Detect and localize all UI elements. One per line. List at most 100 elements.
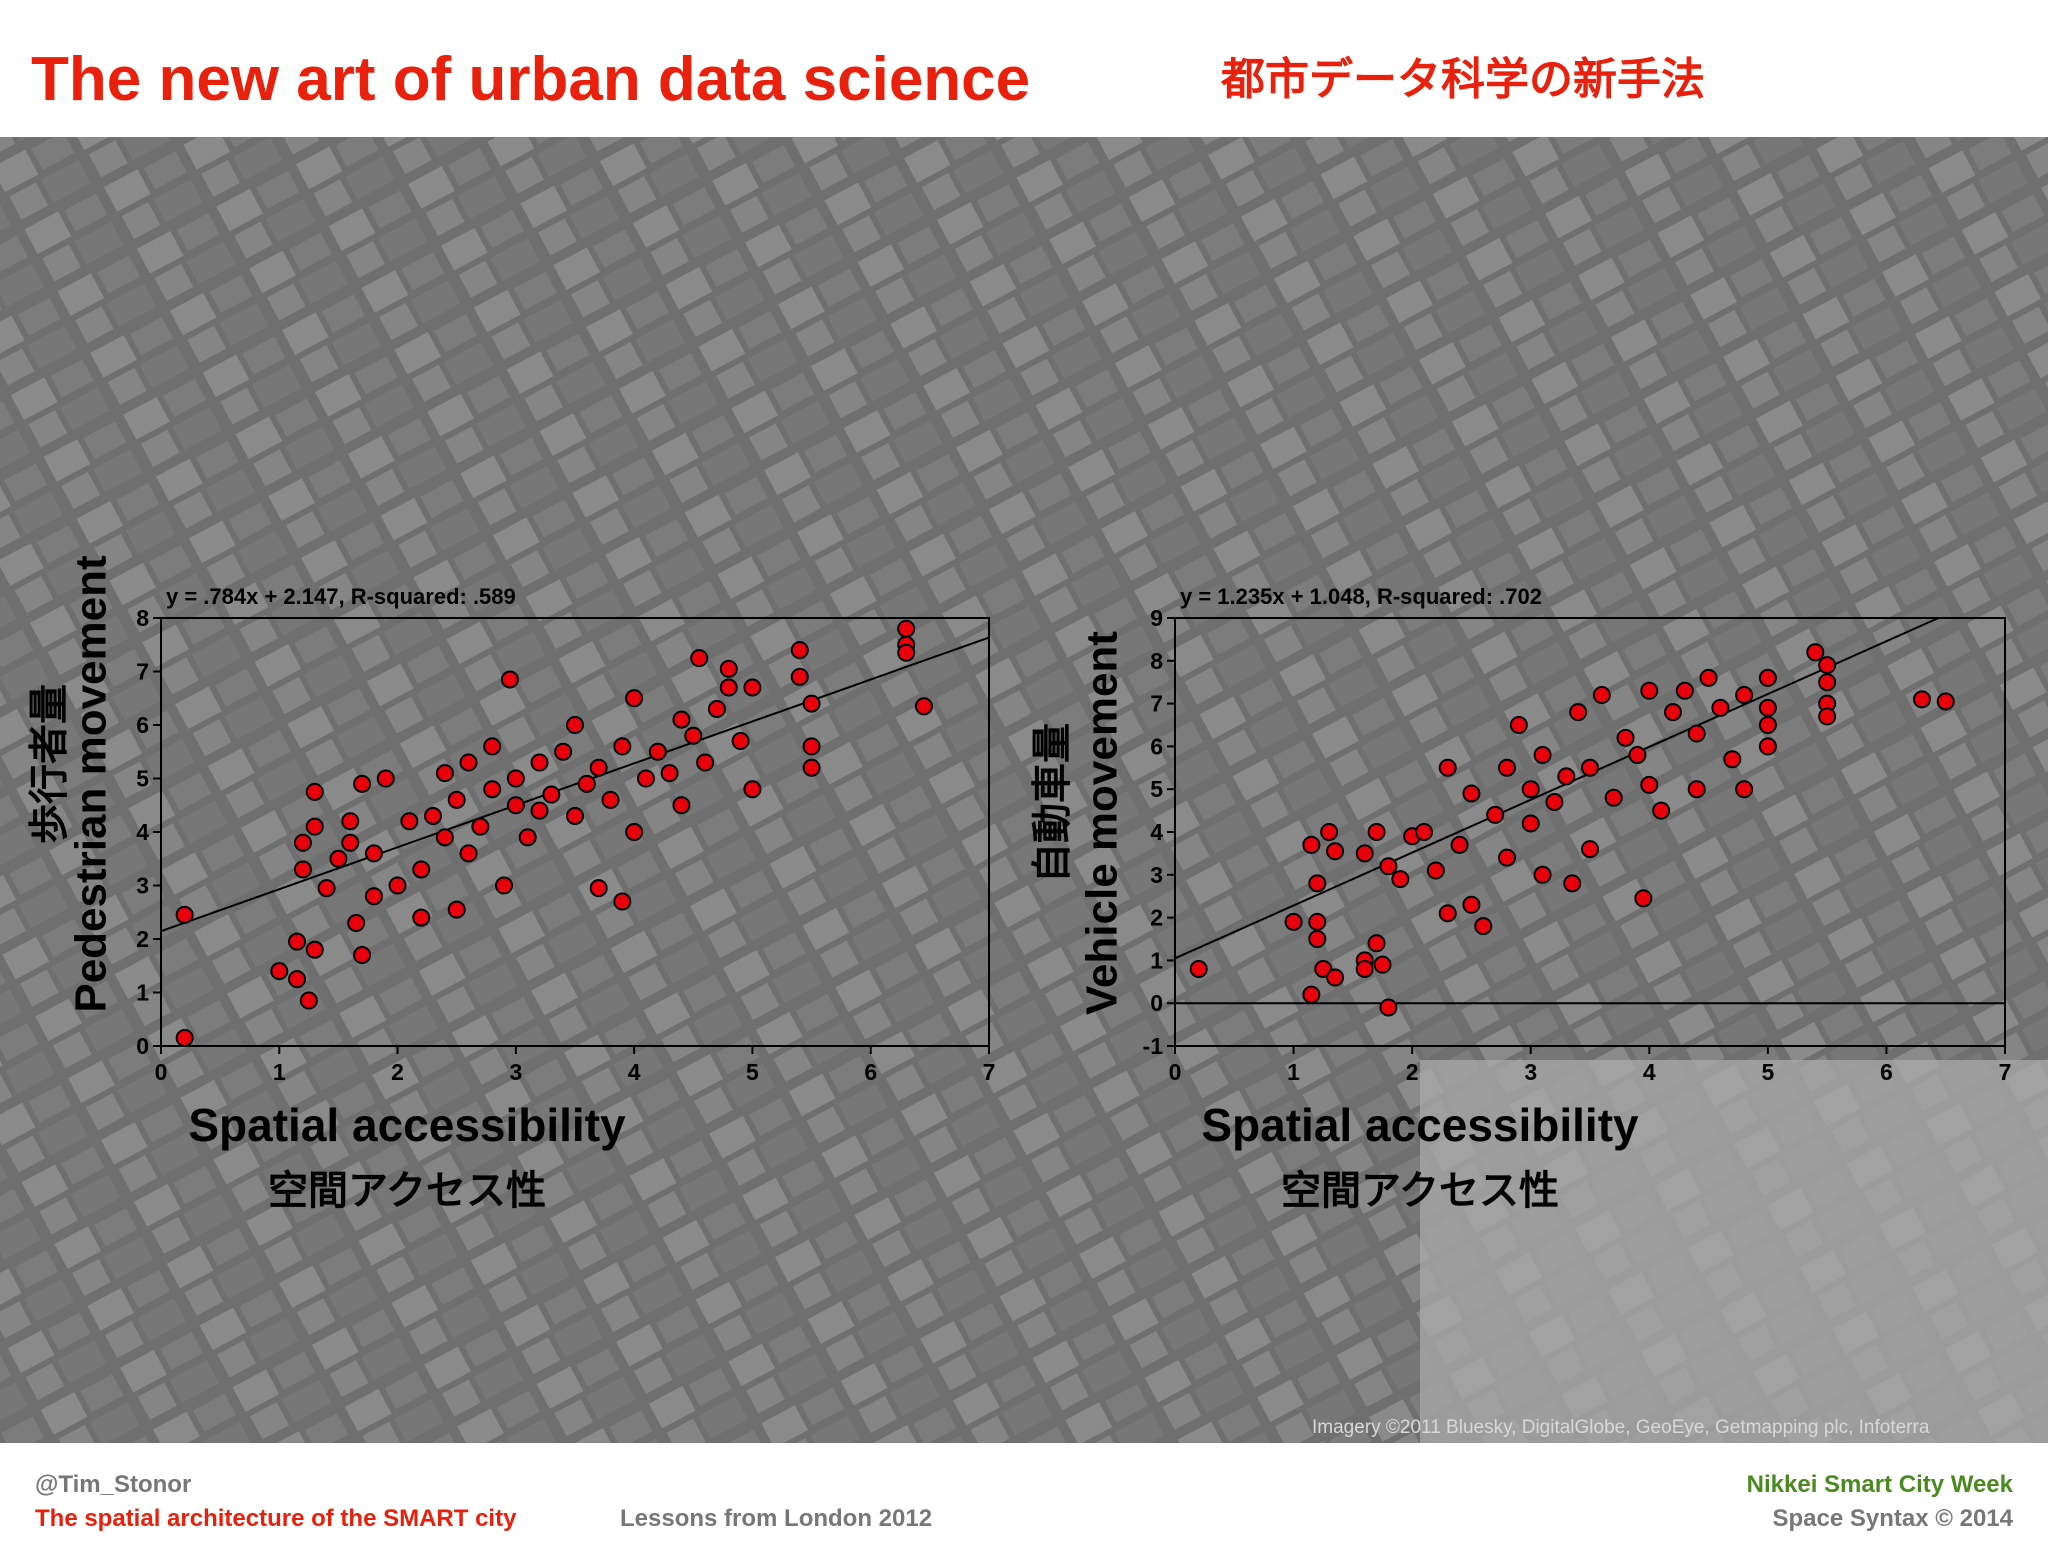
x-axis-label: Spatial accessibility: [1201, 1099, 1639, 1151]
data-point: [897, 643, 916, 662]
annotation: y = .784x + 2.147, R-squared: .589: [166, 584, 516, 609]
data-point: [293, 833, 312, 852]
data-point: [1563, 874, 1582, 893]
data-point: [364, 887, 383, 906]
x-axis-label-ja: 空間アクセス性: [1281, 1169, 1559, 1213]
data-point: [672, 796, 691, 815]
y-tick-label: 0: [1150, 990, 1163, 1016]
x-tick-label: 4: [628, 1059, 641, 1085]
data-point: [1818, 707, 1837, 726]
x-tick-label: 7: [1999, 1059, 2012, 1085]
x-tick-label: 1: [273, 1059, 286, 1085]
data-point: [1314, 959, 1333, 978]
y-tick-label: 5: [1150, 776, 1163, 802]
data-point: [1664, 703, 1682, 722]
slide-title: The new art of urban data science: [31, 45, 1030, 114]
data-point: [1379, 998, 1398, 1017]
data-point: [1302, 985, 1321, 1004]
data-point: [1592, 686, 1611, 705]
data-point: [435, 828, 454, 847]
data-point: [1569, 703, 1588, 722]
data-point: [1758, 716, 1777, 734]
data-point: [1521, 814, 1540, 833]
data-point: [341, 812, 360, 831]
data-point: [1687, 724, 1706, 743]
data-point: [1189, 959, 1208, 978]
data-point: [1818, 673, 1837, 692]
footer-handle: @Tim_Stonor: [35, 1471, 191, 1498]
data-point: [1367, 823, 1386, 841]
data-point: [1675, 681, 1694, 700]
data-point: [400, 812, 419, 831]
data-point: [1308, 912, 1327, 931]
data-point: [719, 659, 738, 678]
trend-line: [1174, 617, 1939, 960]
x-tick-label: 6: [864, 1059, 877, 1085]
data-point: [1498, 758, 1516, 777]
x-axis-label: Spatial accessibility: [188, 1099, 626, 1151]
data-point: [1450, 835, 1469, 854]
data-point: [1581, 758, 1599, 777]
x-tick-label: 6: [1880, 1059, 1893, 1085]
data-point: [530, 801, 549, 820]
y-tick-label: 9: [1150, 605, 1163, 631]
data-point: [1379, 857, 1398, 876]
data-point: [1545, 793, 1564, 812]
data-point: [341, 833, 360, 852]
data-point: [1806, 643, 1825, 662]
y-axis-label: Pedestrian movement: [67, 555, 116, 1013]
y-tick-label: 4: [136, 819, 149, 845]
data-point: [305, 782, 324, 801]
data-point: [1498, 848, 1516, 867]
y-tick-label: -1: [1143, 1033, 1164, 1059]
data-point: [1936, 692, 1955, 711]
data-point: [1758, 698, 1777, 717]
data-point: [672, 710, 691, 729]
y-tick-label: 8: [1150, 648, 1163, 674]
data-point: [1474, 917, 1493, 936]
y-axis-label: Vehicle movement: [1078, 631, 1127, 1015]
data-point: [696, 753, 715, 772]
data-point: [175, 905, 194, 924]
data-point: [471, 817, 490, 836]
footer-copyright: Space Syntax © 2014: [1773, 1505, 2014, 1532]
data-point: [1913, 690, 1931, 709]
slide-title-ja: 都市データ科学の新手法: [1220, 54, 1705, 104]
footer-talk: The spatial architecture of the SMART ci…: [35, 1505, 517, 1532]
data-point: [459, 844, 478, 863]
data-point: [1687, 780, 1706, 799]
data-point: [1320, 823, 1339, 841]
y-axis-label-ja: 歩行者量: [28, 684, 72, 844]
data-point: [1634, 889, 1653, 908]
y-tick-label: 5: [136, 766, 149, 792]
data-point: [554, 742, 573, 761]
data-point: [483, 780, 502, 799]
data-point: [1581, 840, 1599, 859]
data-point: [353, 774, 372, 793]
y-tick-label: 3: [1150, 862, 1163, 888]
data-point: [329, 849, 348, 868]
footer-subtitle: Lessons from London 2012: [620, 1505, 932, 1532]
data-point: [1616, 728, 1635, 747]
data-point: [1533, 745, 1552, 764]
x-tick-label: 2: [1406, 1059, 1419, 1085]
y-tick-label: 1: [1150, 947, 1163, 973]
river: [1420, 1060, 2048, 1443]
data-point: [500, 670, 519, 689]
data-point: [435, 764, 454, 783]
data-point: [1699, 668, 1718, 687]
y-tick-label: 6: [1150, 733, 1163, 759]
y-tick-label: 6: [136, 712, 149, 738]
data-point: [542, 785, 561, 804]
data-point: [317, 879, 336, 898]
data-point: [625, 823, 644, 841]
data-point: [1308, 874, 1327, 893]
y-tick-label: 3: [136, 873, 149, 899]
trend-line: [160, 636, 990, 933]
y-tick-label: 2: [1150, 905, 1163, 931]
data-point: [1415, 823, 1433, 841]
data-point: [648, 742, 667, 761]
data-point: [802, 737, 821, 756]
